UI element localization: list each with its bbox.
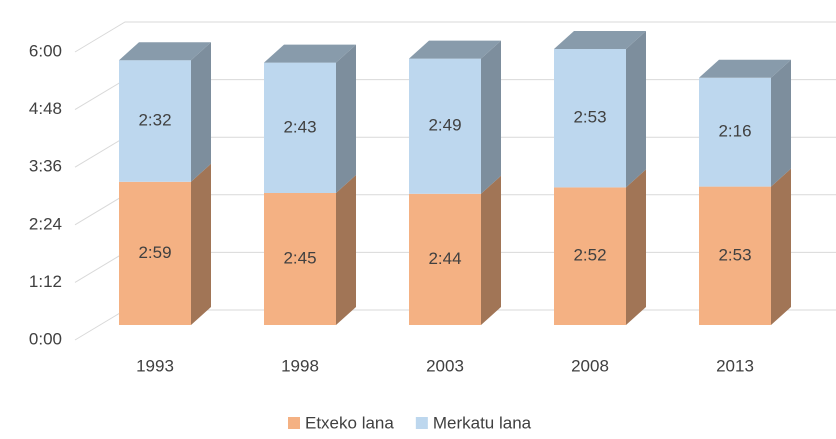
value-label: 2:16: [718, 122, 751, 141]
bar-top: [119, 42, 211, 61]
value-label: 2:44: [428, 249, 461, 268]
value-label: 2:43: [283, 117, 316, 136]
bar: [119, 181, 191, 325]
bar: [554, 187, 626, 325]
value-label: 2:49: [428, 116, 461, 135]
value-label: 2:32: [138, 110, 171, 129]
bar-side: [771, 168, 791, 325]
bar-side: [191, 42, 211, 182]
grid-line: [74, 21, 836, 53]
x-tick-label: 2008: [571, 356, 609, 375]
value-label: 2:59: [138, 243, 171, 262]
bar-top: [699, 59, 791, 78]
bar: [119, 60, 191, 182]
bar-top: [409, 40, 501, 59]
bar: [554, 49, 626, 188]
value-label: 2:53: [573, 108, 606, 127]
bar: [699, 77, 771, 187]
bar: [409, 193, 481, 325]
y-tick-label: 0:00: [29, 329, 62, 348]
bar-top: [264, 44, 356, 63]
x-tick-label: 2013: [716, 356, 754, 375]
bar-side: [336, 175, 356, 325]
x-tick-label: 1998: [281, 356, 319, 375]
bar: [264, 62, 336, 193]
bar: [699, 186, 771, 325]
legend-swatch: [415, 417, 428, 429]
bar-side: [771, 59, 791, 187]
x-tick-label: 1993: [136, 356, 174, 375]
y-tick-label: 2:24: [29, 214, 62, 233]
y-tick-label: 6:00: [29, 41, 62, 60]
y-tick-label: 1:12: [29, 272, 62, 291]
bar: [264, 193, 336, 325]
y-tick-label: 4:48: [29, 99, 62, 118]
legend-label: Etxeko lana: [305, 413, 394, 432]
y-tick-label: 3:36: [29, 157, 62, 176]
bar-side: [336, 44, 356, 193]
x-tick-label: 2003: [426, 356, 464, 375]
bar-side: [481, 40, 501, 194]
bar-side: [191, 163, 211, 325]
legend-label: Merkatu lana: [433, 413, 532, 432]
value-label: 2:53: [718, 245, 751, 264]
bar-side: [626, 31, 646, 188]
value-label: 2:45: [283, 248, 316, 267]
bar-side: [626, 169, 646, 325]
value-label: 2:52: [573, 246, 606, 265]
bar: [409, 58, 481, 194]
legend-swatch: [288, 417, 300, 429]
bar-top: [554, 31, 646, 49]
bar-side: [481, 175, 501, 325]
